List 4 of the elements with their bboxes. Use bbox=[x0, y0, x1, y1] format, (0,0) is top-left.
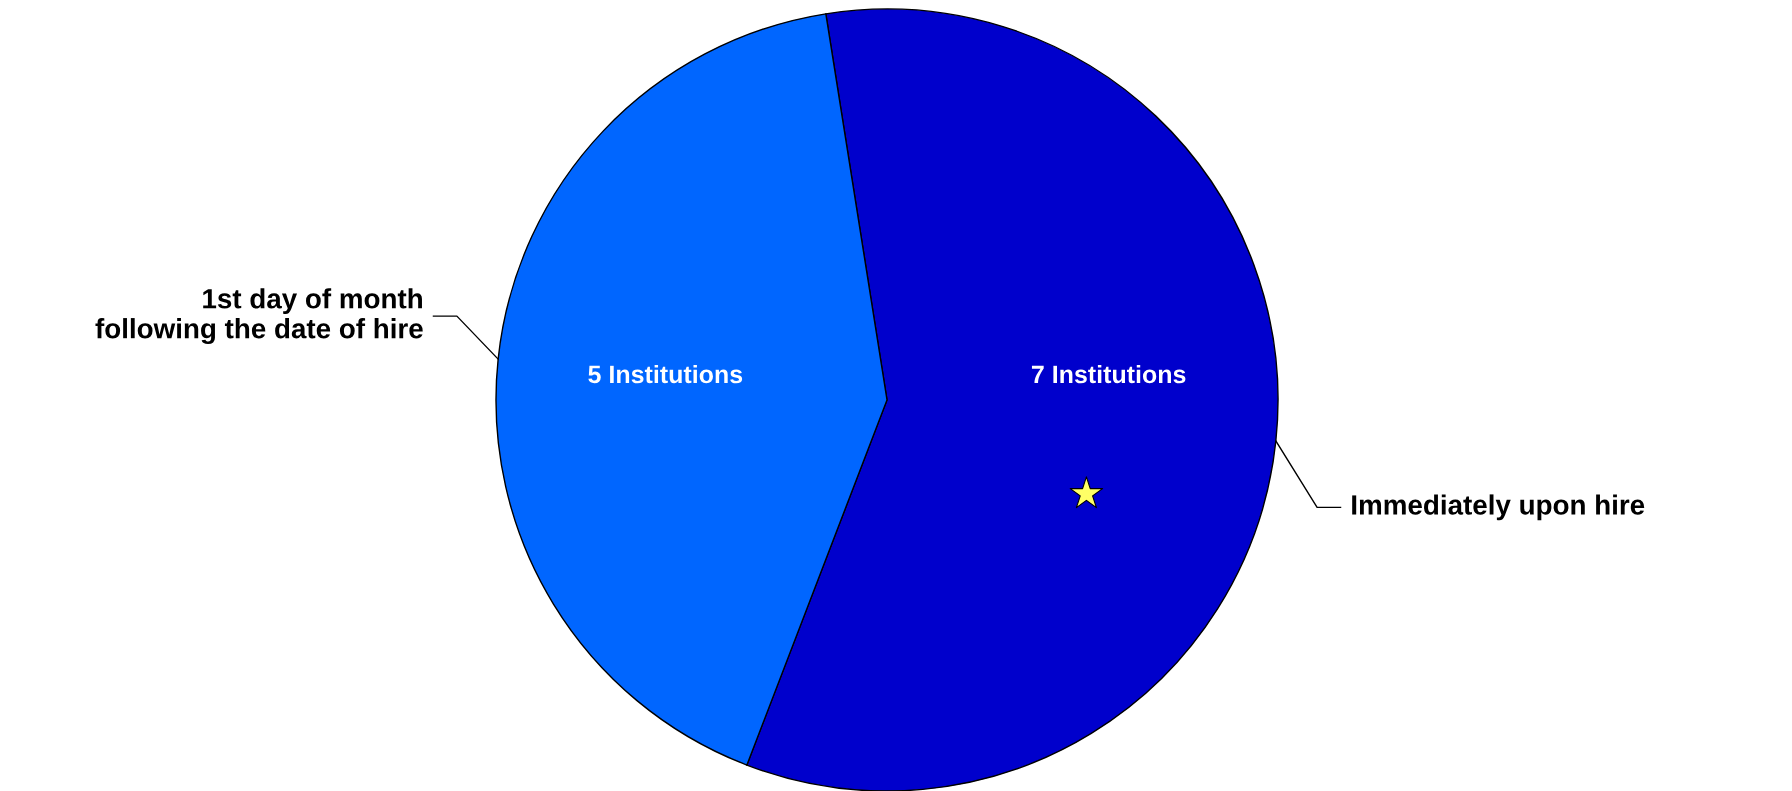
slice-label: 1st day of month following the date of hire bbox=[95, 288, 423, 345]
slice-label: Immediately upon hire bbox=[1352, 494, 1645, 521]
data-label: 5 Institutions bbox=[588, 364, 743, 384]
data-label: 7 Institutions bbox=[1031, 364, 1186, 384]
